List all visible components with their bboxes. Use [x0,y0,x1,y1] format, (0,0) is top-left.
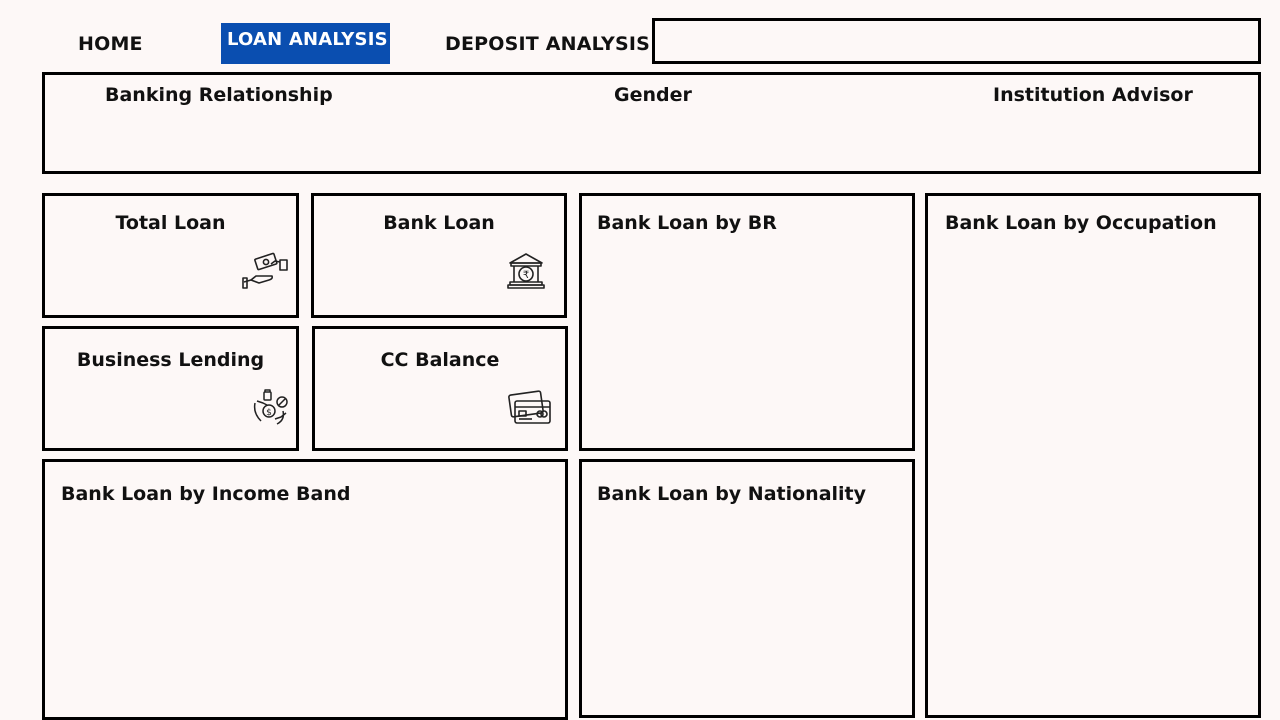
kpi-label-bank-loan: Bank Loan [383,212,495,234]
chart-title-by-nationality: Bank Loan by Nationality [597,483,867,505]
bank-rupee-icon: ₹ [507,253,545,289]
svg-text:$: $ [266,408,272,418]
chart-title-by-income-band: Bank Loan by Income Band [61,483,351,505]
kpi-label-total-loan: Total Loan [115,212,226,234]
svg-text:₹: ₹ [523,270,529,281]
kpi-card-business-lending: Business Lending $ [42,326,299,451]
filter-gender[interactable]: Gender [614,84,692,106]
chart-bank-loan-by-occupation: Bank Loan by Occupation [925,193,1261,718]
header-search-box[interactable] [652,18,1261,64]
hand-money-icon [242,252,288,289]
nav-loan-analysis[interactable]: LOAN ANALYSIS [221,23,390,64]
credit-card-icon [508,390,551,424]
kpi-label-cc-balance: CC Balance [380,349,500,371]
chart-bank-loan-by-income-band: Bank Loan by Income Band [42,459,568,720]
business-lending-icon: $ [253,389,288,425]
kpi-label-business-lending: Business Lending [76,349,265,371]
kpi-card-total-loan: Total Loan [42,193,299,318]
nav-home[interactable]: HOME [78,33,143,55]
kpi-card-bank-loan: Bank Loan ₹ [311,193,567,318]
nav-deposit-analysis[interactable]: DEPOSIT ANALYSIS [445,33,651,55]
chart-bank-loan-by-nationality: Bank Loan by Nationality [579,459,915,718]
chart-title-by-br: Bank Loan by BR [597,212,777,234]
filter-institution-advisor[interactable]: Institution Advisor [993,84,1193,106]
chart-title-by-occupation: Bank Loan by Occupation [945,212,1217,234]
kpi-card-cc-balance: CC Balance [312,326,568,451]
filter-banking-relationship[interactable]: Banking Relationship [105,84,333,106]
chart-bank-loan-by-br: Bank Loan by BR [579,193,915,451]
filter-panel: Banking Relationship Gender Institution … [42,72,1261,174]
